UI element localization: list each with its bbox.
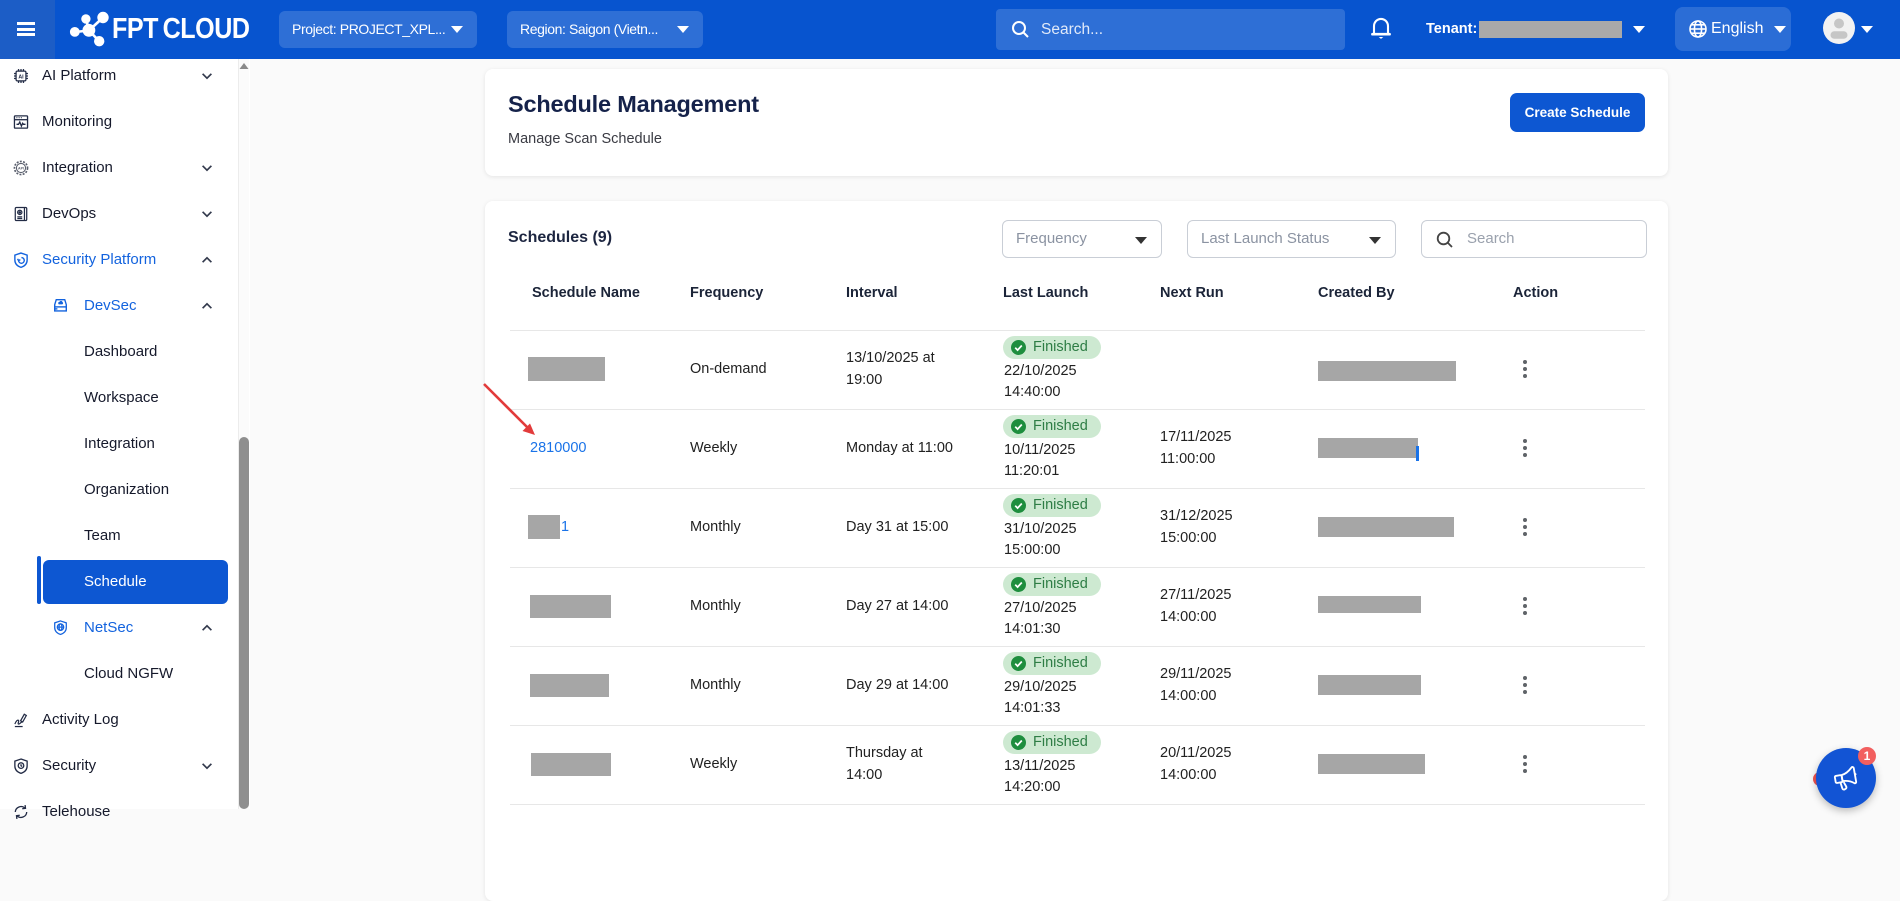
svg-text:AI: AI [18,74,24,80]
svg-text:API: API [18,167,24,171]
